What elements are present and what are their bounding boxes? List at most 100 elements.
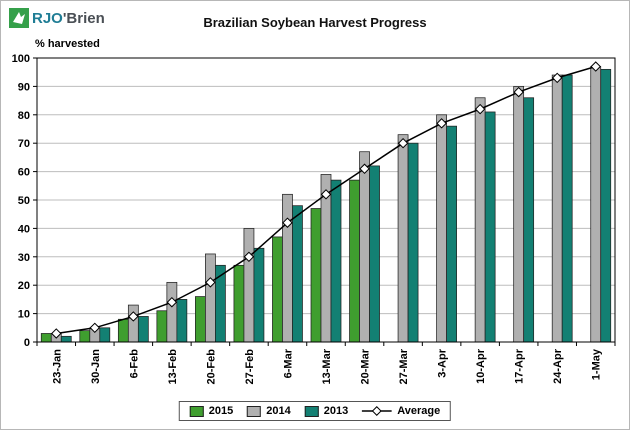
average-marker bbox=[205, 277, 216, 288]
bar-2013 bbox=[446, 125, 457, 343]
bar-2014 bbox=[359, 151, 370, 343]
bar-2015 bbox=[310, 208, 322, 343]
chart-title: Brazilian Soybean Harvest Progress bbox=[203, 15, 427, 30]
brand-obrien: 'Brien bbox=[62, 9, 105, 27]
x-tick-label: 17-Apr bbox=[514, 348, 526, 384]
average-marker bbox=[397, 137, 409, 149]
x-tick-label: 10-Apr bbox=[475, 348, 487, 384]
x-tick-label: 23-Jan bbox=[51, 349, 63, 384]
rjo-logo-icon bbox=[9, 8, 29, 28]
bar-2015 bbox=[233, 264, 245, 343]
y-tick-label: 50 bbox=[18, 195, 30, 207]
legend: 2015 2014 2013 Average bbox=[178, 401, 452, 421]
plot-border bbox=[36, 57, 616, 343]
bar-2013 bbox=[253, 247, 265, 343]
bar-2015 bbox=[40, 333, 52, 343]
average-marker bbox=[166, 297, 178, 308]
y-tick-label: 40 bbox=[18, 223, 30, 235]
x-tick-label: 6-Mar bbox=[282, 348, 294, 378]
bar-2014 bbox=[590, 66, 602, 343]
bar-2015 bbox=[272, 236, 283, 343]
x-tick-label: 20-Feb bbox=[205, 349, 217, 385]
rjo-logo: RJO'Brien bbox=[9, 8, 105, 28]
bar-2014 bbox=[513, 86, 525, 343]
brand-text: RJO'Brien bbox=[32, 10, 105, 27]
bar-2013 bbox=[369, 165, 380, 343]
bar-2015 bbox=[117, 318, 129, 343]
x-tick-label: 1-May bbox=[591, 348, 603, 380]
bar-2014 bbox=[551, 74, 563, 343]
y-tick-label: 0 bbox=[24, 337, 30, 349]
bar-2013 bbox=[600, 68, 612, 343]
average-marker bbox=[320, 189, 332, 200]
legend-item-average: Average bbox=[362, 405, 440, 417]
brand-rjo: RJO bbox=[32, 9, 63, 27]
x-tick-label: 13-Feb bbox=[167, 349, 179, 385]
bar-2015 bbox=[156, 310, 168, 343]
bar-2015 bbox=[195, 296, 206, 343]
y-tick-label: 80 bbox=[18, 110, 30, 122]
bar-2013 bbox=[523, 97, 535, 343]
y-tick-label: 30 bbox=[18, 252, 30, 264]
average-marker bbox=[513, 86, 524, 98]
bar-2013 bbox=[561, 74, 573, 343]
bar-2013 bbox=[292, 205, 303, 343]
bar-2014 bbox=[320, 174, 332, 343]
average-marker bbox=[474, 103, 486, 115]
bar-2013 bbox=[215, 264, 226, 343]
bar-2013 bbox=[137, 316, 149, 343]
y-tick-label: 10 bbox=[18, 309, 30, 321]
bar-2013 bbox=[176, 299, 188, 343]
legend-item-2013: 2013 bbox=[304, 405, 349, 417]
average-marker bbox=[551, 72, 563, 84]
bar-2015 bbox=[79, 330, 91, 343]
bar-2013 bbox=[99, 327, 111, 343]
bar-2014 bbox=[397, 134, 409, 343]
bar-2013 bbox=[60, 335, 72, 343]
average-marker bbox=[359, 163, 370, 174]
bar-2013 bbox=[330, 179, 342, 343]
legend-swatch-2014 bbox=[247, 405, 262, 417]
x-tick-label: 27-Mar bbox=[398, 348, 410, 384]
legend-label-2015: 2015 bbox=[208, 405, 234, 417]
x-tick-label: 13-Mar bbox=[321, 348, 333, 384]
y-tick-label: 90 bbox=[18, 81, 30, 93]
average-marker bbox=[89, 322, 101, 334]
average-marker bbox=[243, 251, 255, 263]
legend-label-average: Average bbox=[397, 405, 441, 417]
average-line-icon bbox=[362, 406, 393, 416]
average-marker bbox=[128, 311, 139, 322]
y-tick-label: 60 bbox=[18, 167, 30, 179]
bar-2013 bbox=[407, 142, 419, 343]
average-marker bbox=[51, 328, 62, 339]
x-tick-label: 3-Apr bbox=[437, 348, 449, 377]
y-axis-title: % harvested bbox=[35, 38, 100, 50]
x-tick-label: 24-Apr bbox=[552, 348, 564, 384]
legend-label-2013: 2013 bbox=[323, 405, 349, 417]
legend-swatch-2015 bbox=[189, 405, 204, 417]
bar-2015 bbox=[349, 179, 360, 343]
bar-2014 bbox=[127, 304, 139, 343]
average-marker bbox=[590, 61, 601, 72]
x-tick-label: 6-Feb bbox=[128, 349, 140, 379]
average-marker bbox=[436, 118, 447, 129]
bar-2014 bbox=[282, 193, 293, 343]
legend-item-2014: 2014 bbox=[247, 405, 291, 417]
bar-2013 bbox=[484, 111, 496, 343]
legend-label-2014: 2014 bbox=[266, 405, 291, 417]
bar-2014 bbox=[243, 228, 255, 343]
y-tick-label: 70 bbox=[18, 138, 30, 150]
y-tick-label: 100 bbox=[12, 53, 30, 65]
y-tick-label: 20 bbox=[18, 280, 30, 292]
bar-2014 bbox=[205, 253, 216, 343]
x-tick-label: 27-Feb bbox=[244, 349, 256, 385]
bar-2014 bbox=[474, 97, 486, 343]
x-tick-label: 20-Mar bbox=[360, 348, 372, 384]
legend-swatch-2013 bbox=[304, 405, 319, 417]
bar-2014 bbox=[166, 281, 178, 343]
average-marker bbox=[282, 217, 293, 228]
x-tick-label: 30-Jan bbox=[90, 349, 102, 384]
bar-2014 bbox=[436, 114, 447, 343]
